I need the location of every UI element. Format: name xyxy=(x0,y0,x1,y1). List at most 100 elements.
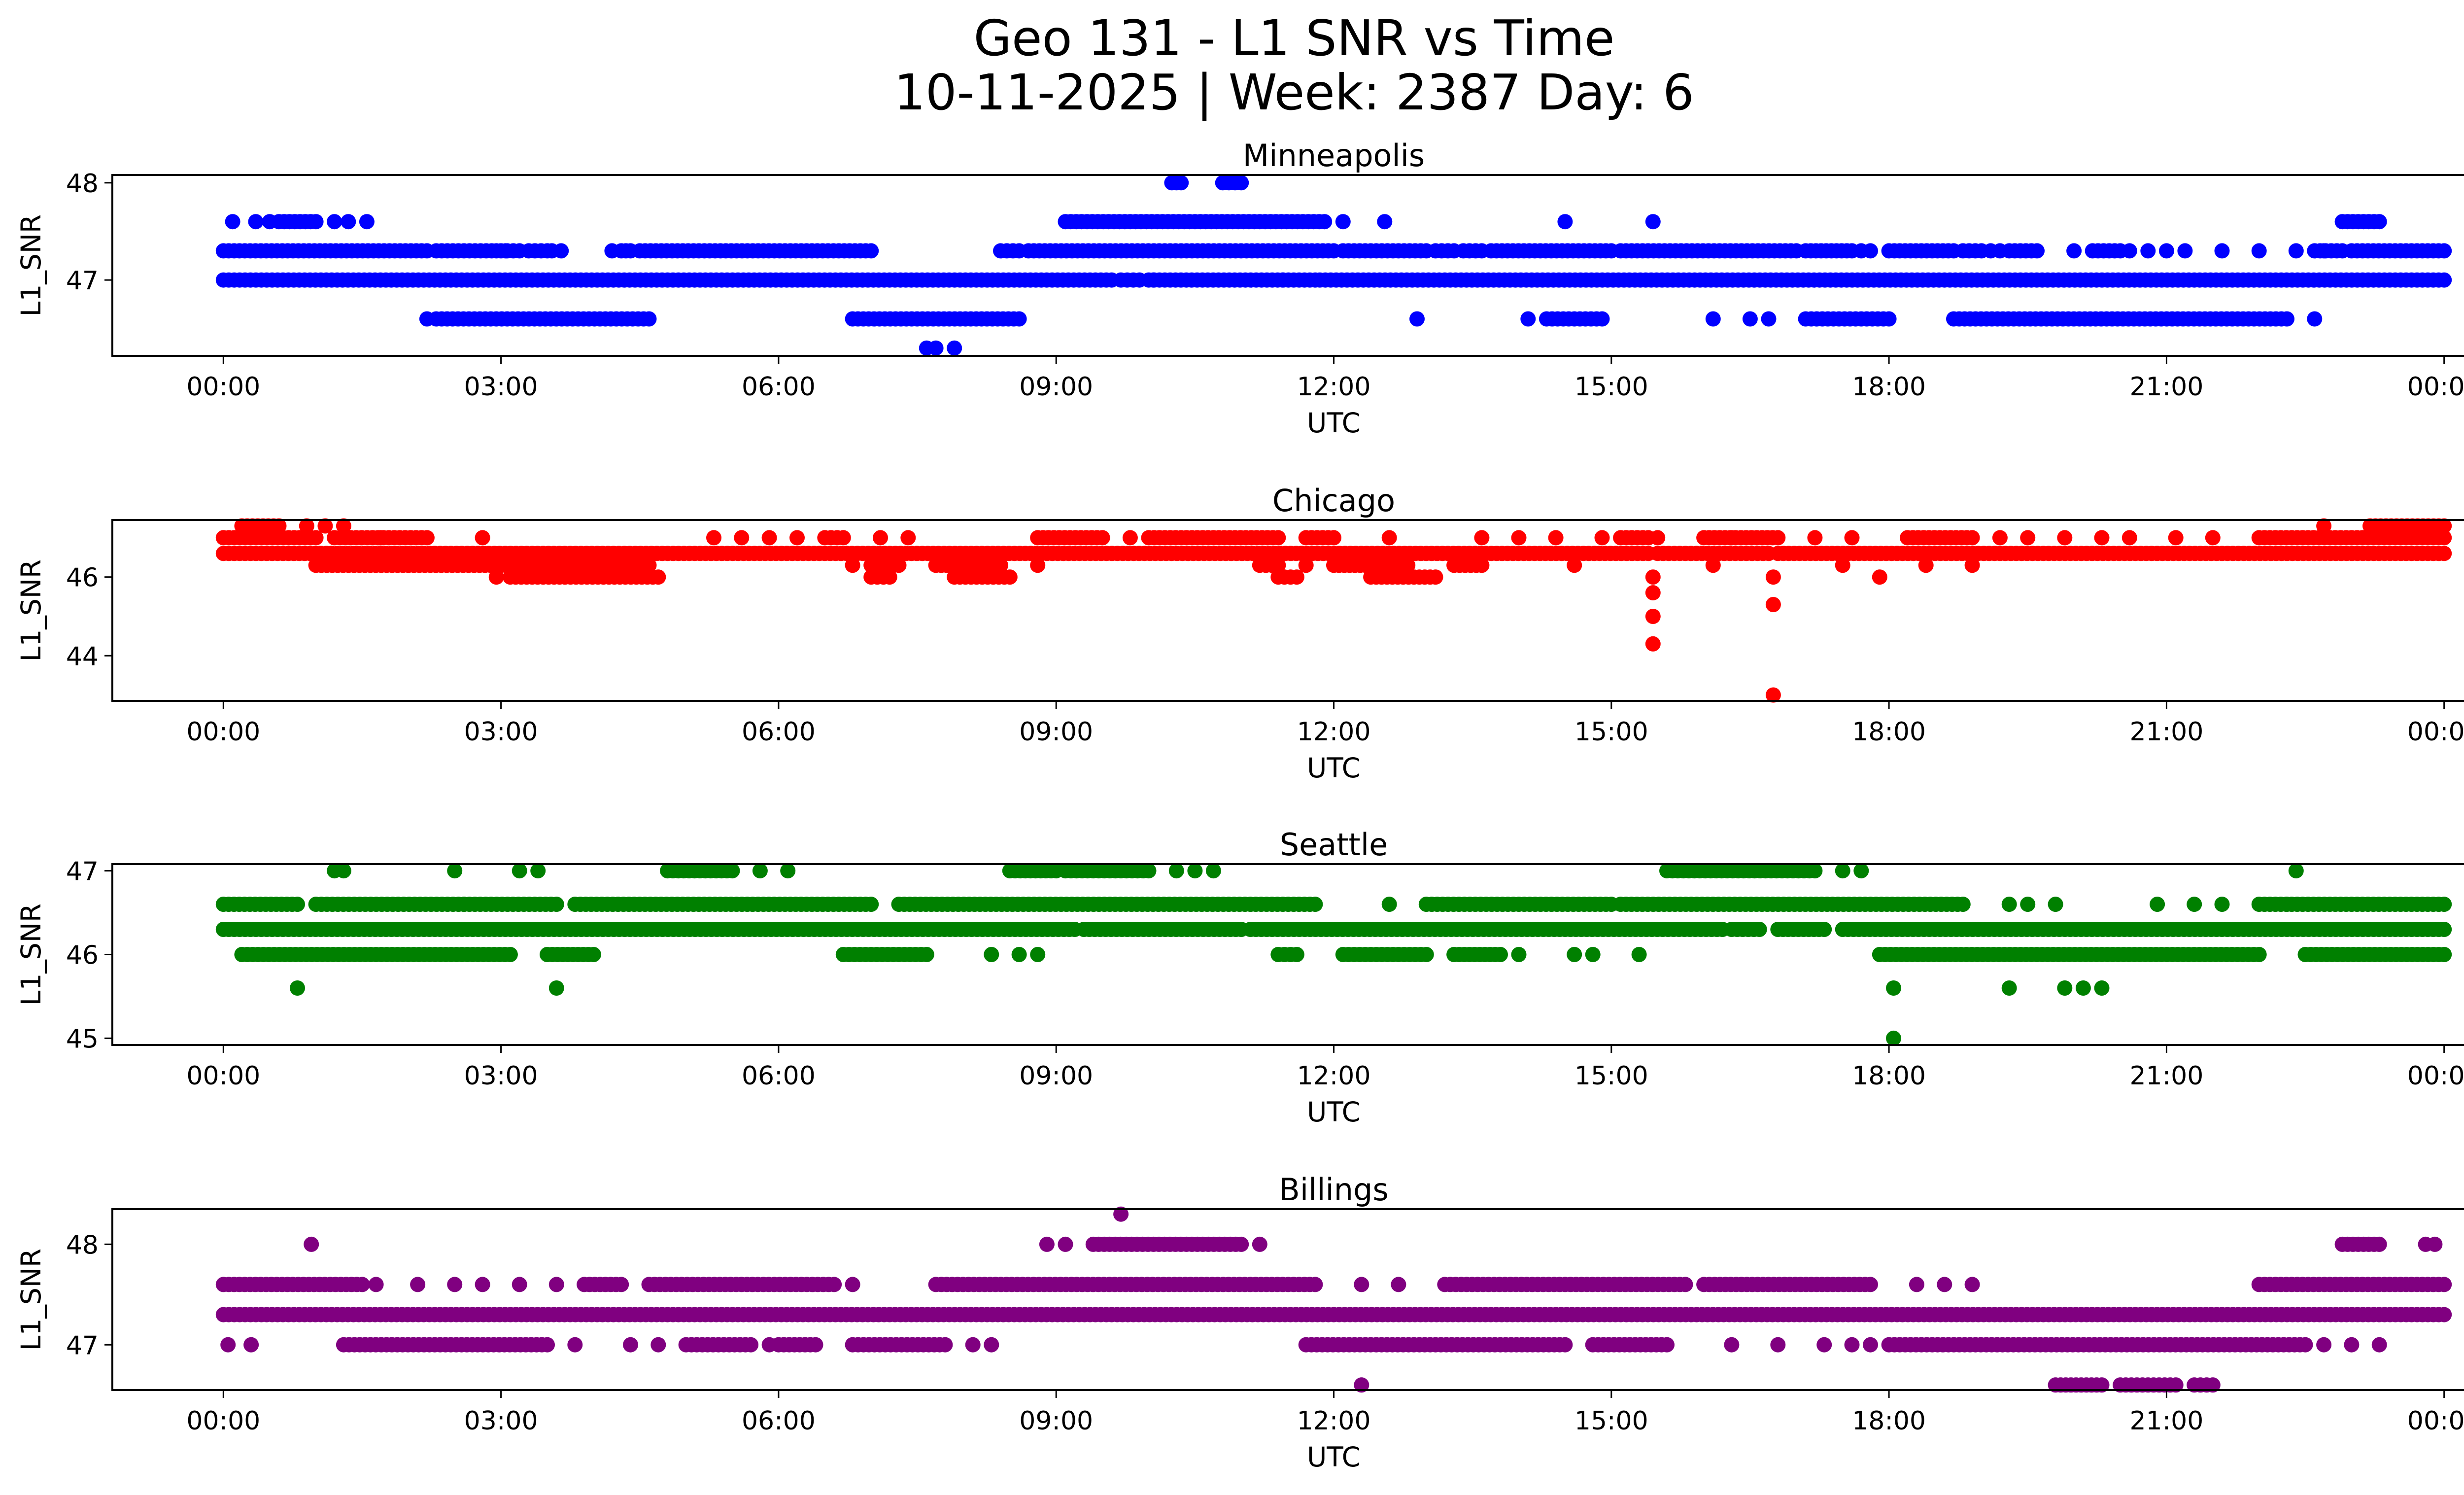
data-point xyxy=(641,311,657,327)
data-point xyxy=(1645,214,1661,230)
x-tick-label: 03:00 xyxy=(464,1061,538,1091)
panel-title: Billings xyxy=(1279,1172,1388,1208)
x-tick-label: 15:00 xyxy=(1574,1406,1648,1436)
data-point xyxy=(1187,863,1203,879)
data-point xyxy=(1645,569,1661,585)
data-point xyxy=(1113,1206,1129,1222)
data-point xyxy=(2436,546,2452,561)
y-tick-label: 44 xyxy=(66,642,99,671)
y-tick-label: 47 xyxy=(66,857,99,887)
x-tick-label: 09:00 xyxy=(1019,372,1093,402)
data-point xyxy=(1677,1277,1693,1292)
data-point xyxy=(706,530,721,546)
data-point xyxy=(1955,897,1971,912)
data-point xyxy=(488,569,504,585)
x-tick-label: 06:00 xyxy=(742,1061,816,1091)
data-point xyxy=(2205,1377,2221,1393)
data-point xyxy=(2094,980,2110,996)
data-point xyxy=(512,863,527,879)
x-tick-label: 18:00 xyxy=(1852,1061,1926,1091)
data-point xyxy=(2122,243,2137,259)
data-point xyxy=(1289,569,1304,585)
data-point xyxy=(475,530,490,546)
data-point xyxy=(1095,530,1110,546)
data-point xyxy=(1428,569,1443,585)
data-point xyxy=(1002,569,1018,585)
data-point xyxy=(498,243,513,259)
data-point xyxy=(220,1337,236,1353)
data-point xyxy=(1567,557,1582,573)
data-point xyxy=(2344,1337,2360,1353)
data-point xyxy=(2316,243,2332,259)
data-point xyxy=(1557,214,1573,230)
x-tick-label: 15:00 xyxy=(1574,1061,1648,1091)
x-tick-label: 06:00 xyxy=(742,1406,816,1436)
data-point xyxy=(1886,980,1901,996)
x-tick-label: 00:00 xyxy=(186,372,260,402)
data-point xyxy=(1659,1337,1675,1353)
data-point xyxy=(1270,530,1286,546)
data-point xyxy=(1548,530,1564,546)
data-point xyxy=(1391,1277,1406,1292)
data-point xyxy=(1881,311,1897,327)
data-point xyxy=(900,530,916,546)
data-point xyxy=(2122,530,2137,546)
data-point xyxy=(308,214,324,230)
data-point xyxy=(2214,897,2230,912)
x-tick-label: 03:00 xyxy=(464,372,538,402)
data-point xyxy=(1765,687,1781,703)
data-point xyxy=(548,980,564,996)
data-point xyxy=(1645,636,1661,652)
panel-billings: Billings 00:00 03:00 06:00 09:00 12:00 15:00 18… xyxy=(15,1172,2464,1473)
data-point xyxy=(2371,1236,2387,1252)
data-point xyxy=(2158,243,2174,259)
x-axis-label: UTC xyxy=(1307,1096,1361,1128)
data-point xyxy=(299,518,314,534)
data-point xyxy=(1992,243,2008,259)
data-point xyxy=(734,530,750,546)
data-point xyxy=(1289,947,1304,962)
figure-title-line1: Geo 131 - L1 SNR vs Time xyxy=(974,9,1615,67)
data-point xyxy=(1058,1236,1073,1252)
data-point xyxy=(304,1236,319,1252)
data-point xyxy=(248,214,264,230)
data-point xyxy=(1511,947,1527,962)
data-point xyxy=(447,1277,463,1292)
data-point xyxy=(1863,1277,1878,1292)
data-point xyxy=(1705,557,1721,573)
data-point xyxy=(1474,530,1490,546)
data-point xyxy=(1872,569,1887,585)
data-point xyxy=(2168,1377,2184,1393)
data-point xyxy=(965,1337,981,1353)
data-point xyxy=(475,1277,490,1292)
data-point xyxy=(1835,557,1850,573)
y-tick-label: 46 xyxy=(66,563,99,593)
data-point xyxy=(262,214,277,230)
data-point xyxy=(2075,980,2091,996)
data-point xyxy=(585,947,601,962)
data-point xyxy=(2205,530,2221,546)
data-point xyxy=(1816,1337,1832,1353)
data-point xyxy=(2436,1307,2452,1322)
data-point xyxy=(2094,530,2110,546)
data-point xyxy=(502,947,518,962)
data-point xyxy=(1844,1337,1860,1353)
data-point xyxy=(2371,214,2387,230)
data-point xyxy=(2288,863,2304,879)
panel-title: Seattle xyxy=(1280,827,1388,863)
data-point xyxy=(993,557,1008,573)
data-point xyxy=(1326,530,1341,546)
data-point xyxy=(2436,530,2452,546)
data-point xyxy=(1317,214,1333,230)
data-point xyxy=(447,863,463,879)
y-tick-label: 48 xyxy=(66,1230,99,1260)
data-point xyxy=(2436,1277,2452,1292)
data-point xyxy=(1122,530,1138,546)
data-point xyxy=(548,897,564,912)
data-point xyxy=(1992,530,2008,546)
y-tick-label: 47 xyxy=(66,1331,99,1360)
data-point xyxy=(1594,530,1610,546)
data-point xyxy=(2316,518,2332,534)
data-point xyxy=(1409,311,1425,327)
data-point xyxy=(845,557,860,573)
